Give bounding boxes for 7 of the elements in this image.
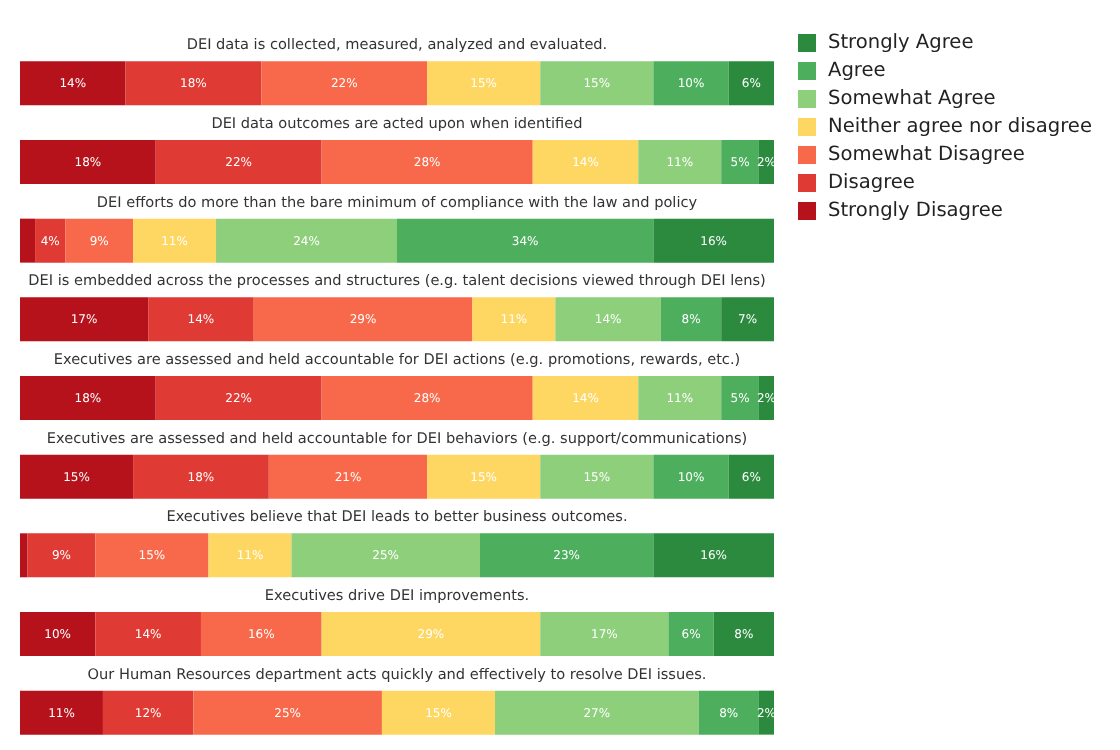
legend-label: Agree bbox=[828, 59, 886, 81]
legend-label: Disagree bbox=[828, 171, 915, 193]
legend-label: Strongly Agree bbox=[828, 31, 974, 53]
legend-label: Somewhat Agree bbox=[828, 87, 996, 109]
legend-label: Neither agree nor disagree bbox=[828, 115, 1092, 137]
legend-label: Strongly Disagree bbox=[828, 199, 1003, 221]
legend-label: Somewhat Disagree bbox=[828, 143, 1025, 165]
